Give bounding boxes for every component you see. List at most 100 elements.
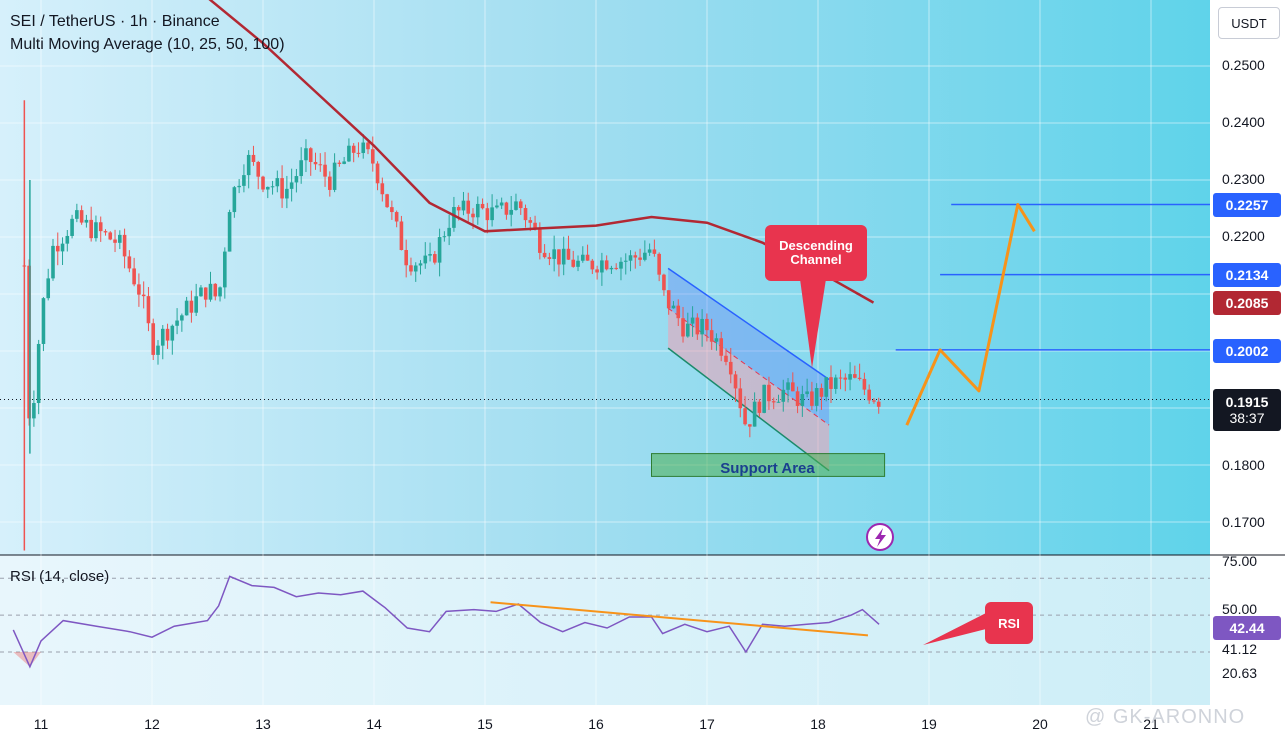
candle-body	[323, 164, 327, 177]
candle-body	[46, 278, 51, 299]
candle-body	[876, 401, 881, 407]
candle-body	[194, 296, 198, 313]
candle-body	[351, 145, 356, 153]
candle-body	[75, 210, 79, 219]
candle-body	[461, 200, 466, 211]
candle-body	[380, 183, 385, 195]
candle-body	[70, 218, 74, 236]
candle-body	[370, 149, 375, 164]
price-tick: 0.2400	[1222, 114, 1265, 130]
candle-body	[103, 231, 108, 233]
currency-button[interactable]: USDT	[1218, 7, 1280, 39]
descending-channel-callout: Descending Channel	[765, 225, 867, 281]
candle-body	[833, 377, 838, 389]
candle-body	[347, 145, 351, 162]
time-tick: 18	[810, 716, 826, 732]
candle-body	[108, 232, 113, 240]
bar-countdown: 38:37	[1229, 410, 1265, 426]
candle-body	[781, 389, 786, 402]
candle-body	[366, 142, 370, 150]
candle-body	[733, 374, 738, 389]
candle-body	[824, 377, 829, 397]
candle-body	[218, 287, 222, 297]
candle-body	[84, 219, 89, 223]
candle-body	[619, 261, 623, 269]
candle-body	[256, 161, 261, 177]
candle-body	[695, 317, 700, 335]
candle-body	[433, 254, 437, 263]
candle-body	[285, 188, 289, 199]
candle-body	[561, 248, 566, 265]
time-tick: 12	[144, 716, 160, 732]
time-tick: 19	[921, 716, 937, 732]
support-area-box	[651, 453, 886, 477]
candle-body	[800, 394, 805, 406]
candle-body	[180, 315, 184, 321]
candle-body	[261, 176, 265, 190]
candle-body	[810, 391, 814, 406]
candle-body	[265, 186, 270, 190]
candle-body	[141, 294, 146, 297]
price-tick: 0.2300	[1222, 171, 1265, 187]
candle-body	[580, 254, 585, 261]
projection-line	[905, 203, 1036, 426]
candle-body	[862, 378, 867, 390]
candle-body	[509, 209, 513, 215]
candle-body	[604, 260, 609, 270]
candle-body	[705, 318, 709, 331]
candle-body	[538, 229, 542, 253]
candle-body	[757, 401, 762, 413]
candle-body	[332, 162, 337, 190]
candle-body	[614, 267, 619, 269]
candle-body	[647, 249, 652, 253]
moving-average-100	[208, 0, 875, 304]
level-label-0.2134: 0.2134	[1213, 263, 1281, 287]
candle-body	[671, 305, 676, 309]
lightning-icon[interactable]	[866, 523, 894, 551]
candle-body	[94, 222, 98, 239]
candle-body	[289, 182, 294, 189]
candle-body	[437, 237, 442, 263]
candle-body	[743, 408, 747, 425]
candle-body	[752, 401, 757, 427]
candle-body	[232, 187, 237, 213]
time-tick: 15	[477, 716, 493, 732]
candle-body	[227, 212, 232, 252]
candle-body	[485, 208, 490, 221]
candle-body	[666, 290, 671, 309]
candle-body	[600, 260, 604, 273]
candle-body	[595, 269, 599, 273]
candle-body	[848, 374, 852, 380]
candle-body	[628, 255, 633, 261]
channel-lower-fill	[668, 308, 830, 471]
candle-body	[246, 154, 251, 176]
price-pane-background	[0, 0, 1210, 555]
candles	[22, 100, 881, 551]
candle-body	[118, 234, 122, 243]
symbol-title: SEI / TetherUS · 1h · Binance	[10, 13, 220, 30]
candle-body	[27, 265, 31, 419]
candle-body	[523, 208, 528, 221]
callout-pointers	[800, 279, 990, 645]
candle-body	[237, 185, 241, 188]
candle-body	[542, 252, 547, 258]
candle-body	[428, 254, 432, 256]
candle-body	[89, 219, 93, 239]
candle-body	[294, 176, 299, 183]
candle-body	[375, 163, 380, 184]
candle-body	[51, 245, 55, 279]
candle-body	[714, 338, 719, 342]
candle-body	[270, 186, 275, 188]
time-tick: 16	[588, 716, 604, 732]
descending-channel-label: Descending Channel	[779, 238, 853, 267]
candle-body	[771, 401, 776, 403]
rsi-title: RSI (14, close)	[10, 568, 110, 585]
time-tick: 17	[699, 716, 715, 732]
ma-label: 0.2085	[1213, 291, 1281, 315]
support-area-label: Support Area	[720, 459, 815, 477]
candle-body	[857, 377, 862, 379]
candle-body	[361, 142, 366, 154]
candle-body	[652, 249, 657, 254]
candle-body	[576, 260, 580, 267]
